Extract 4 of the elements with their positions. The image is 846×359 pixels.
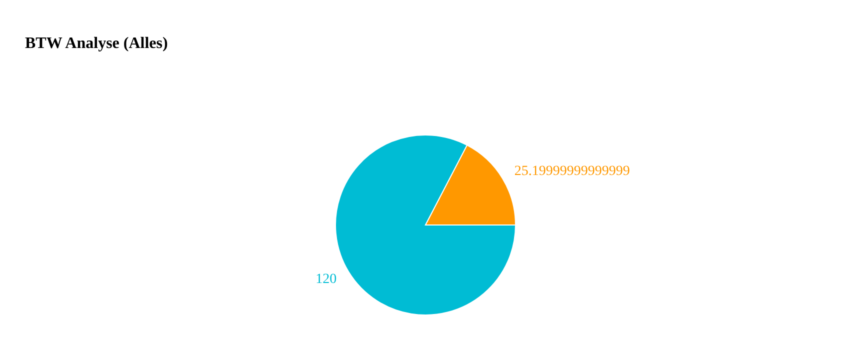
data-label: 25.19999999999999 xyxy=(514,164,630,180)
text: BTW Analyse (Alles) xyxy=(25,35,168,52)
pie-slice xyxy=(335,134,516,316)
data-label: 120 xyxy=(316,272,337,287)
